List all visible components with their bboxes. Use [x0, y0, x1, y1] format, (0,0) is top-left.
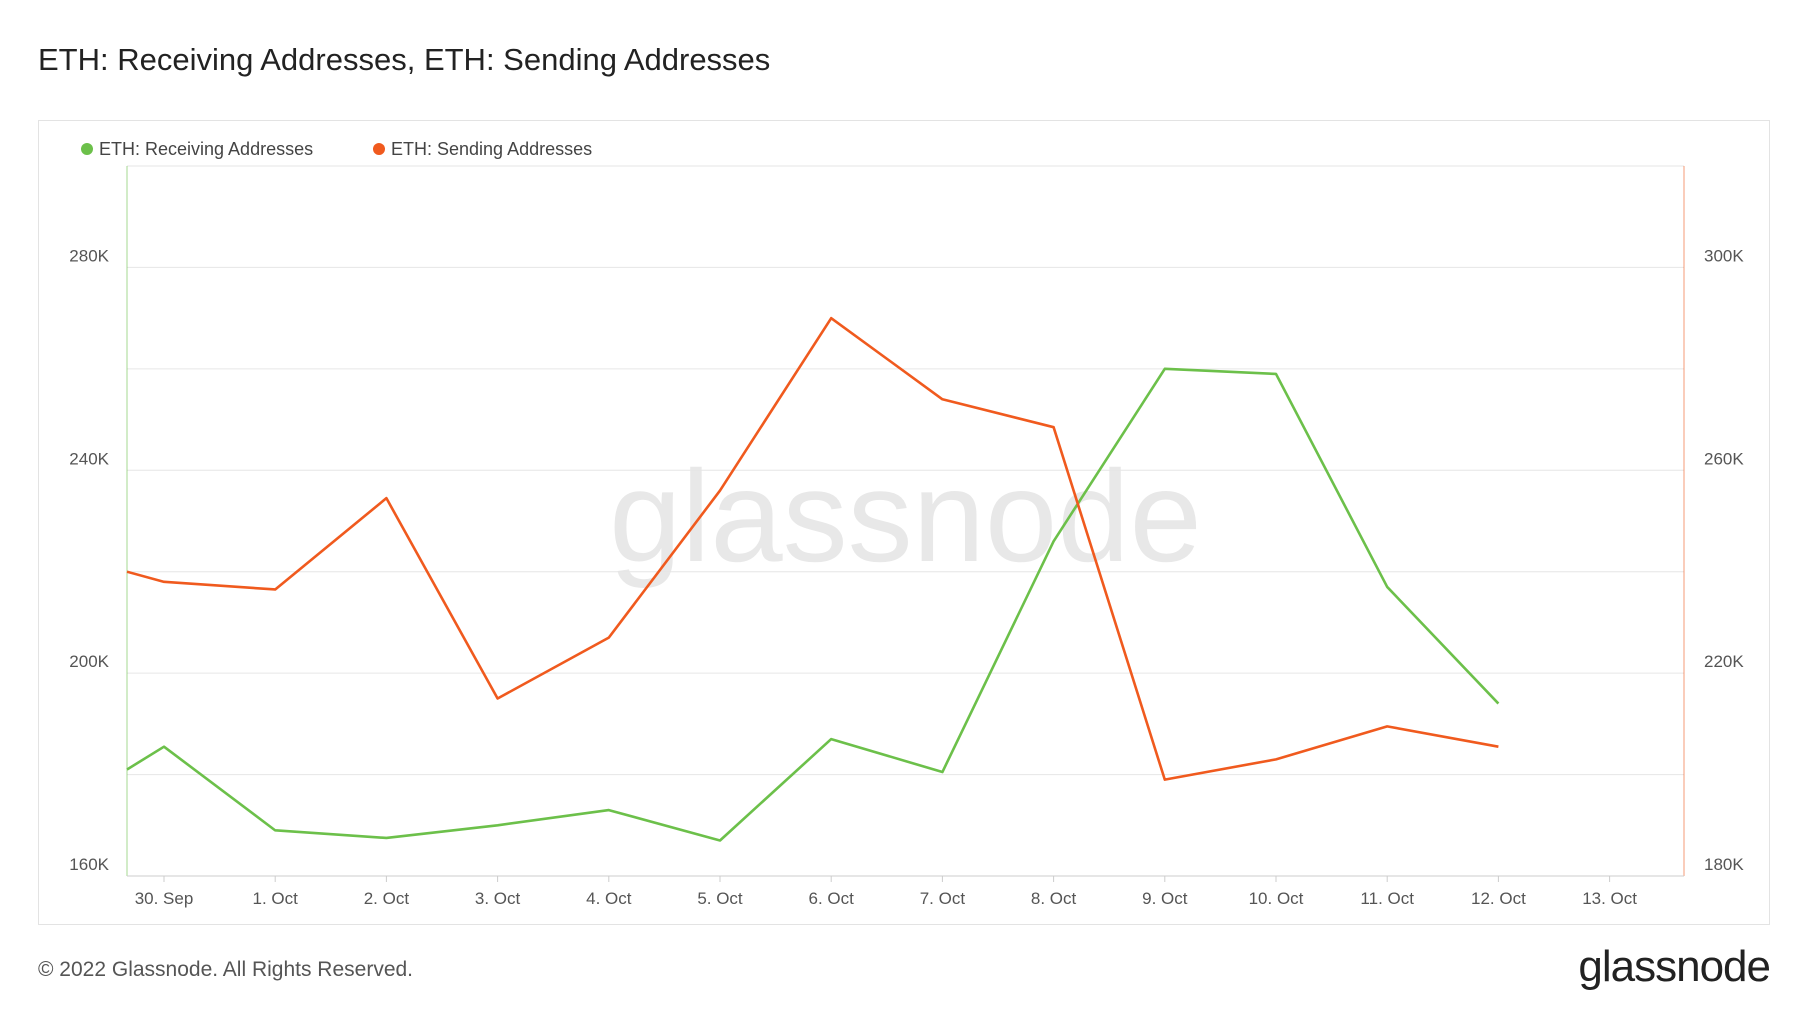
x-tick-label: 3. Oct: [475, 889, 521, 908]
line-chart[interactable]: glassnode 160K 200K 240K 280K 180K 220K 260K 300…: [39, 121, 1771, 926]
x-tick-label: 4. Oct: [586, 889, 632, 908]
x-tick-label: 30. Sep: [135, 889, 194, 908]
x-tick-label: 8. Oct: [1031, 889, 1077, 908]
sending-addresses-line[interactable]: [126, 316, 1499, 781]
legend-dot-receiving[interactable]: [81, 143, 93, 155]
x-tick-label: 6. Oct: [809, 889, 855, 908]
y-left-tick-label: 200K: [69, 652, 109, 671]
x-tick-label: 5. Oct: [697, 889, 743, 908]
x-tick-label: 12. Oct: [1471, 889, 1526, 908]
y-left-tick-label: 240K: [69, 449, 109, 468]
x-tick-label: 9. Oct: [1142, 889, 1188, 908]
y-right-tick-label: 300K: [1704, 246, 1744, 265]
watermark: glassnode: [609, 443, 1202, 589]
y-right-tick-label: 180K: [1704, 855, 1744, 874]
y-right-tick-label: 220K: [1704, 652, 1744, 671]
y-right-tick-label: 260K: [1704, 449, 1744, 468]
y-left-tick-label: 160K: [69, 855, 109, 874]
x-tick-label: 1. Oct: [253, 889, 299, 908]
x-tick-label: 11. Oct: [1360, 889, 1414, 908]
legend-label-sending[interactable]: ETH: Sending Addresses: [391, 139, 592, 159]
chart-frame: glassnode 160K 200K 240K 280K 180K 220K 260K 300…: [38, 120, 1770, 925]
copyright-notice: © 2022 Glassnode. All Rights Reserved.: [38, 958, 414, 981]
legend-dot-sending[interactable]: [373, 143, 385, 155]
y-left-tick-label: 280K: [69, 246, 109, 265]
x-tick-label: 13. Oct: [1582, 889, 1637, 908]
legend-label-receiving[interactable]: ETH: Receiving Addresses: [99, 139, 313, 159]
x-tick-label: 7. Oct: [920, 889, 966, 908]
glassnode-logo: glassnode: [1578, 942, 1771, 991]
x-tick-label: 10. Oct: [1249, 889, 1304, 908]
chart-title: ETH: Receiving Addresses, ETH: Sending A…: [38, 42, 771, 77]
receiving-addresses-line[interactable]: [126, 367, 1500, 842]
x-tick-label: 2. Oct: [364, 889, 410, 908]
